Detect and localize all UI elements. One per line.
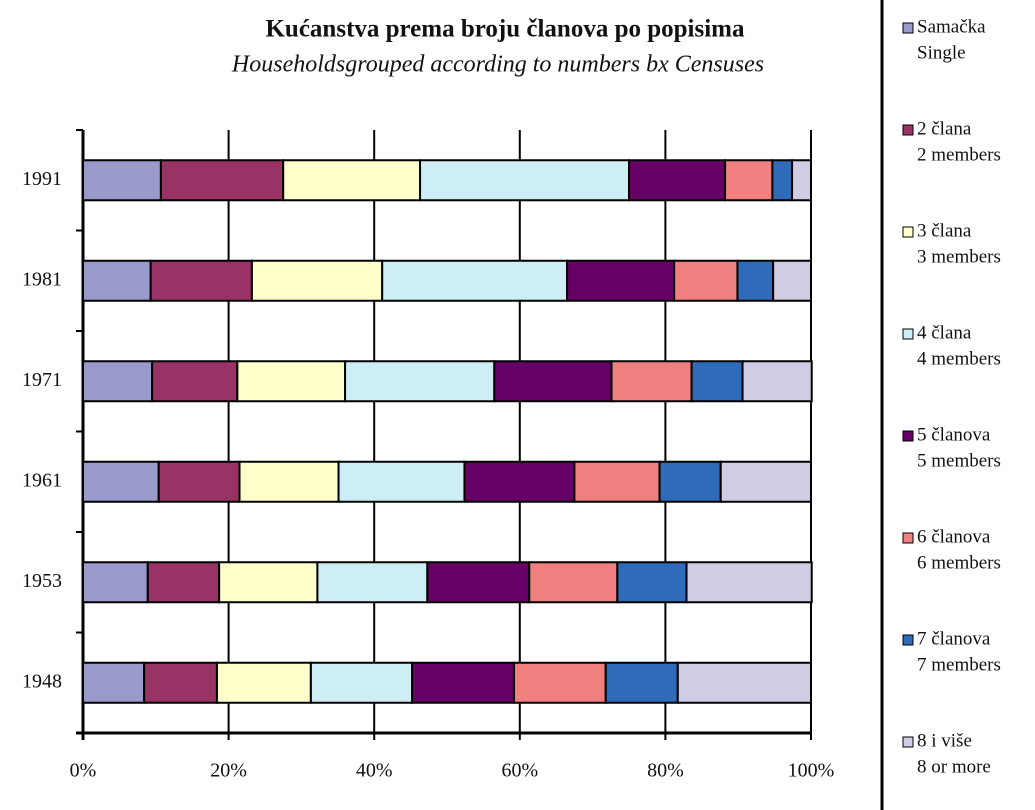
bar-segment [419,159,630,202]
bar-segment [676,661,812,704]
legend-label: 7 članova [917,628,991,649]
bar-segment [724,159,774,202]
legend-label: 8 or more [917,756,991,777]
bar-segment [238,460,340,503]
bar-segment [316,561,429,604]
bar-segment [149,259,253,302]
bar-segment [337,460,466,503]
bar-segment [82,561,149,604]
legend-label: Single [917,42,966,63]
legend-swatch [902,226,914,238]
chart-title: Kućanstva prema broju članova po popisim… [265,16,745,43]
legend-swatch [902,328,914,340]
legend-label: 7 members [917,654,1001,675]
legend-label: Samačka [917,16,986,37]
bar-segment [426,561,531,604]
bar-segment [685,561,813,604]
bar-segment [573,460,661,503]
bar-segment [658,460,722,503]
bar-segment [282,159,422,202]
legend-label: 5 članova [917,424,991,445]
bar-segment [512,661,607,704]
bar-segment [381,259,569,302]
x-tick-label: 60% [501,760,538,782]
legend-label: 4 člana [917,322,972,343]
legend-swatch [902,430,914,442]
bar-segment [309,661,414,704]
chart-subtitle: Householdsgrouped according to numbers b… [231,52,764,78]
y-tick-label: 1948 [22,670,62,692]
legend-swatch [902,22,914,34]
x-tick-label: 40% [356,760,393,782]
bar-segment [616,561,688,604]
bar-segment [143,661,218,704]
legend-label: 6 članova [917,526,991,547]
x-tick-label: 100% [788,760,835,782]
bar-segment [736,259,775,302]
bar-segment [82,360,154,403]
legend-label: 4 members [917,348,1001,369]
legend-swatch [902,634,914,646]
bar-segment [151,360,239,403]
legend-label: 2 members [917,144,1001,165]
bar-segment [82,259,152,302]
bar-segment [159,159,285,202]
y-tick-label: 1953 [22,570,62,592]
y-tick-label: 1971 [22,369,62,391]
legend-swatch [902,736,914,748]
y-tick-label: 1981 [22,268,62,290]
legend-label: 6 members [917,552,1001,573]
legend-label: 5 members [917,450,1001,471]
bar-segment [463,460,576,503]
bar-segment [690,360,744,403]
bar-segment [82,661,146,704]
y-tick-label: 1991 [22,168,62,190]
bar-segment [771,159,794,202]
bar-segment [236,360,347,403]
legend-label: 3 člana [917,220,972,241]
bar-segment [344,360,496,403]
bar-segment [250,259,384,302]
bar-segment [610,360,693,403]
bar-segment [82,460,160,503]
bar-segment [215,661,312,704]
bar-segment [157,460,241,503]
bar-segment [82,159,162,202]
bar-segment [741,360,813,403]
x-tick-label: 80% [647,760,684,782]
legend-label: 3 members [917,246,1001,267]
bar-segment [673,259,739,302]
legend-label: 2 člana [917,118,972,139]
bar-segment [628,159,727,202]
bar-segment [791,159,813,202]
bar-segment [493,360,613,403]
bar-segment [604,661,679,704]
bar-segment [218,561,319,604]
bar-segment [411,661,515,704]
bar-segment [566,259,676,302]
legend-swatch [902,124,914,136]
legend-swatch [902,532,914,544]
legend-label: 8 i više [917,730,972,751]
bar-segment [719,460,813,503]
bar-segment [772,259,812,302]
x-tick-label: 0% [70,760,97,782]
bar-segment [146,561,221,604]
x-tick-label: 20% [210,760,247,782]
y-tick-label: 1961 [22,469,62,491]
bar-segment [528,561,619,604]
